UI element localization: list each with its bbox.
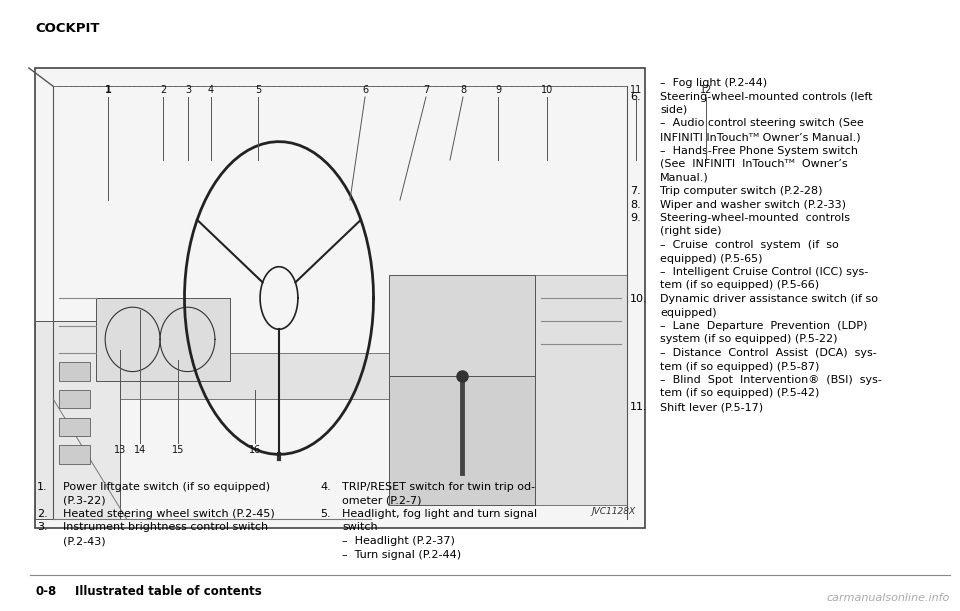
- Text: 9: 9: [495, 85, 501, 95]
- Bar: [389, 275, 535, 376]
- Bar: [60, 362, 90, 381]
- Text: (See  INFINITI  InTouchᵀᴹ  Owner’s: (See INFINITI InTouchᵀᴹ Owner’s: [660, 159, 848, 169]
- Text: 14: 14: [133, 445, 146, 455]
- Text: –  Intelligent Cruise Control (ICC) sys-: – Intelligent Cruise Control (ICC) sys-: [660, 267, 868, 277]
- Text: Shift lever (P.5-17): Shift lever (P.5-17): [660, 402, 763, 412]
- Text: 13: 13: [114, 445, 126, 455]
- Bar: [536, 275, 627, 505]
- Text: 6: 6: [362, 85, 368, 95]
- Text: Illustrated table of contents: Illustrated table of contents: [75, 585, 262, 598]
- Text: 10.: 10.: [630, 294, 648, 304]
- Text: 15: 15: [172, 445, 184, 455]
- Text: 0-8: 0-8: [35, 585, 57, 598]
- Text: –  Distance  Control  Assist  (DCA)  sys-: – Distance Control Assist (DCA) sys-: [660, 348, 876, 358]
- Text: Power liftgate switch (if so equipped): Power liftgate switch (if so equipped): [63, 482, 270, 492]
- Text: 7: 7: [422, 85, 429, 95]
- Bar: [60, 390, 90, 408]
- Text: 3: 3: [185, 85, 191, 95]
- Text: –  Headlight (P.2-37): – Headlight (P.2-37): [342, 536, 455, 546]
- Text: (right side): (right side): [660, 227, 722, 236]
- Bar: [35, 68, 645, 528]
- Text: tem (if so equipped) (P.5-66): tem (if so equipped) (P.5-66): [660, 280, 819, 290]
- Bar: [54, 353, 627, 399]
- Text: 8.: 8.: [630, 200, 640, 210]
- Text: (P.2-43): (P.2-43): [63, 536, 106, 546]
- Text: equipped): equipped): [660, 307, 716, 318]
- Text: 4: 4: [208, 85, 214, 95]
- Text: Heated steering wheel switch (P.2-45): Heated steering wheel switch (P.2-45): [63, 509, 275, 519]
- Text: –  Turn signal (P.2-44): – Turn signal (P.2-44): [342, 549, 461, 560]
- Bar: [96, 298, 230, 381]
- Text: Instrument brightness control switch: Instrument brightness control switch: [63, 522, 268, 533]
- Text: 12: 12: [700, 85, 712, 95]
- Text: 6.: 6.: [630, 92, 640, 101]
- Text: –  Lane  Departure  Prevention  (LDP): – Lane Departure Prevention (LDP): [660, 321, 868, 331]
- Text: 3.: 3.: [37, 522, 48, 533]
- Text: switch: switch: [342, 522, 377, 533]
- Text: 4.: 4.: [320, 482, 331, 492]
- Text: –  Blind  Spot  Intervention®  (BSI)  sys-: – Blind Spot Intervention® (BSI) sys-: [660, 375, 882, 385]
- Text: carmanualsonline.info: carmanualsonline.info: [827, 593, 950, 603]
- Text: system (if so equipped) (P.5-22): system (if so equipped) (P.5-22): [660, 334, 837, 345]
- Text: 5: 5: [254, 85, 261, 95]
- Text: 2.: 2.: [37, 509, 48, 519]
- Bar: [35, 321, 120, 519]
- Text: Manual.): Manual.): [660, 172, 708, 183]
- Text: (P.3-22): (P.3-22): [63, 496, 106, 505]
- Text: ometer (P.2-7): ometer (P.2-7): [342, 496, 421, 505]
- Text: tem (if so equipped) (P.5-42): tem (if so equipped) (P.5-42): [660, 389, 820, 398]
- Text: 10: 10: [540, 85, 553, 95]
- Bar: [389, 376, 535, 505]
- Text: –  Audio control steering switch (See: – Audio control steering switch (See: [660, 119, 864, 128]
- Text: 1.: 1.: [37, 482, 48, 492]
- Text: –  Fog light (P.2-44): – Fog light (P.2-44): [660, 78, 767, 88]
- Text: 9.: 9.: [630, 213, 640, 223]
- Text: Wiper and washer switch (P.2-33): Wiper and washer switch (P.2-33): [660, 200, 846, 210]
- Text: Steering-wheel-mounted  controls: Steering-wheel-mounted controls: [660, 213, 850, 223]
- Text: Steering-wheel-mounted controls (left: Steering-wheel-mounted controls (left: [660, 92, 873, 101]
- Text: 11: 11: [630, 85, 642, 95]
- Text: 5.: 5.: [320, 509, 330, 519]
- Text: INFINITI InTouchᵀᴹ Owner’s Manual.): INFINITI InTouchᵀᴹ Owner’s Manual.): [660, 132, 860, 142]
- Text: tem (if so equipped) (P.5-87): tem (if so equipped) (P.5-87): [660, 362, 820, 371]
- Bar: [60, 445, 90, 464]
- Text: JVC1128X: JVC1128X: [591, 508, 636, 516]
- Text: side): side): [660, 105, 687, 115]
- Text: TRIP/RESET switch for twin trip od-: TRIP/RESET switch for twin trip od-: [342, 482, 535, 492]
- Text: Dynamic driver assistance switch (if so: Dynamic driver assistance switch (if so: [660, 294, 878, 304]
- Text: Headlight, fog light and turn signal: Headlight, fog light and turn signal: [342, 509, 538, 519]
- Text: COCKPIT: COCKPIT: [35, 22, 100, 35]
- Text: –  Hands-Free Phone System switch: – Hands-Free Phone System switch: [660, 145, 858, 156]
- Text: 2: 2: [160, 85, 166, 95]
- Text: 8: 8: [460, 85, 466, 95]
- Text: Trip computer switch (P.2-28): Trip computer switch (P.2-28): [660, 186, 823, 196]
- Text: 1: 1: [105, 85, 111, 95]
- Text: 11.: 11.: [630, 402, 648, 412]
- Text: 7.: 7.: [630, 186, 640, 196]
- Text: –  Cruise  control  system  (if  so: – Cruise control system (if so: [660, 240, 839, 250]
- Bar: [60, 417, 90, 436]
- Text: 16: 16: [249, 445, 261, 455]
- Text: equipped) (P.5-65): equipped) (P.5-65): [660, 254, 762, 263]
